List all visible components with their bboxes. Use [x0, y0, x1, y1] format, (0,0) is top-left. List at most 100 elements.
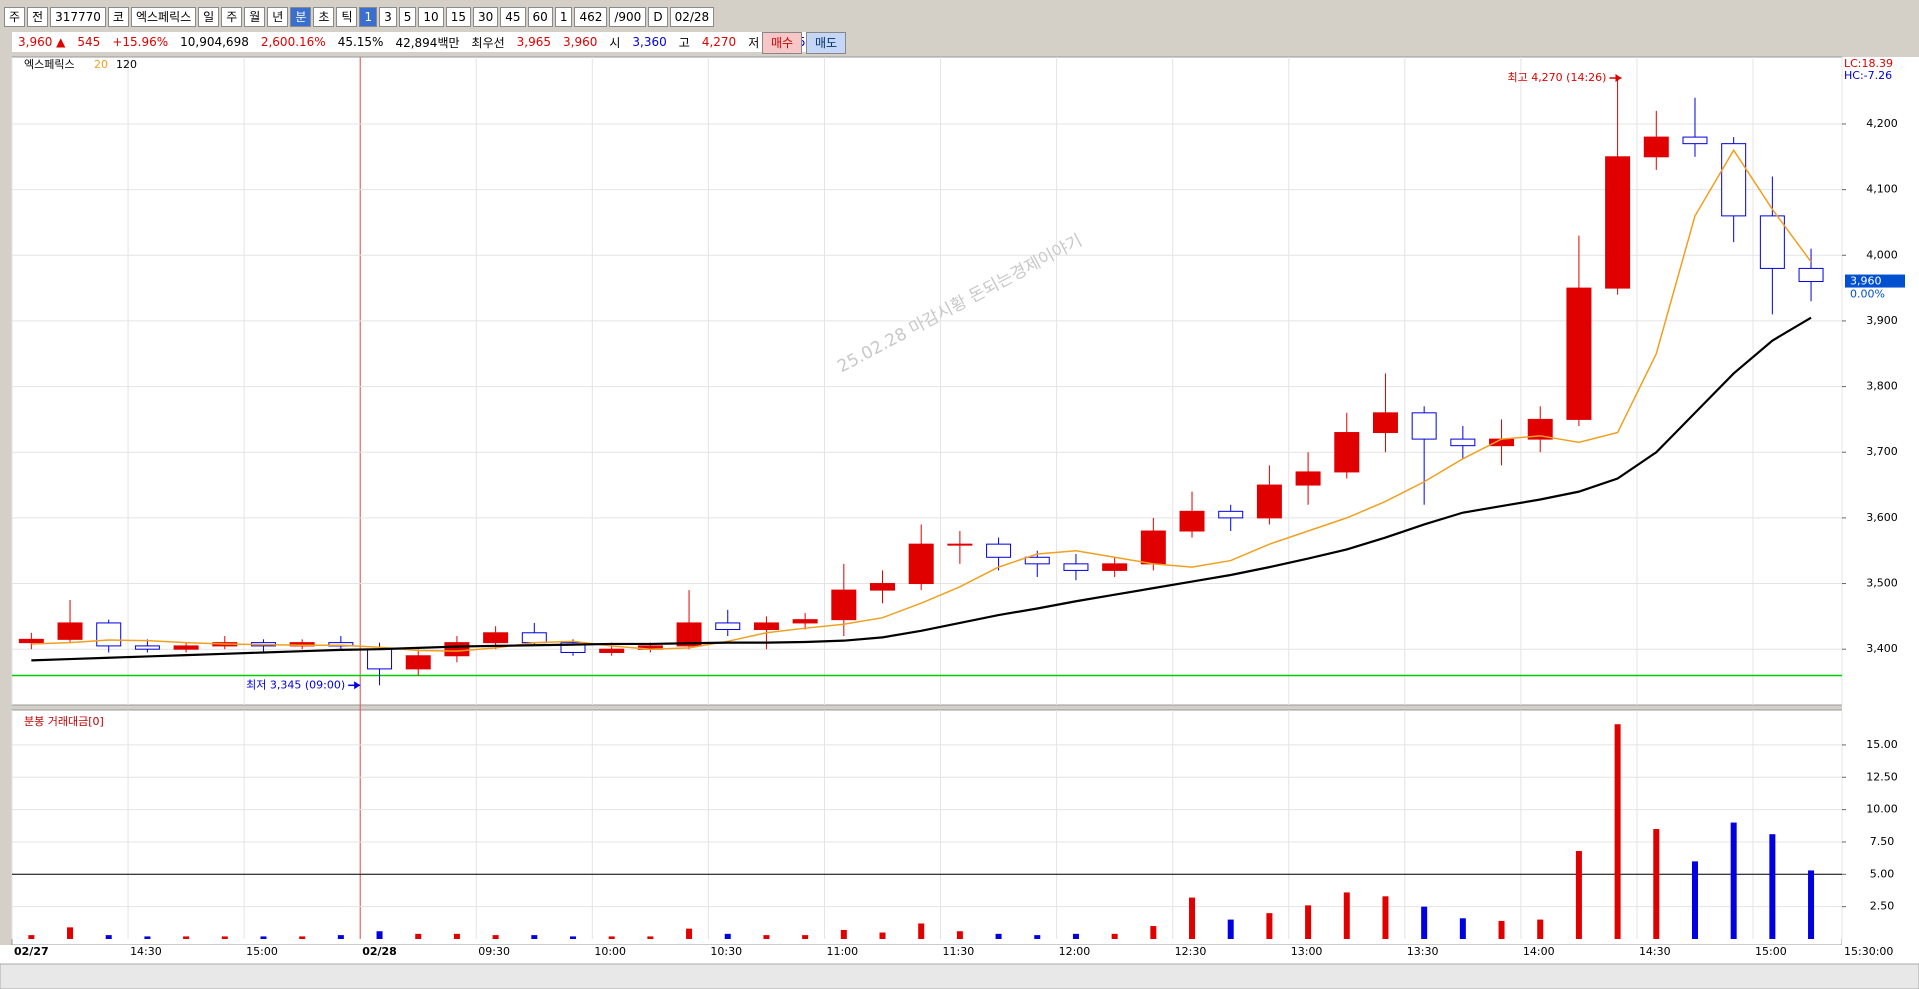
- info-item: 42,894백만: [395, 35, 460, 50]
- candle-body: [1102, 563, 1128, 571]
- moving-average: [31, 148, 1812, 652]
- candle-body: [1372, 412, 1398, 434]
- toolbar-item[interactable]: D: [648, 7, 668, 27]
- volume-bar: [1691, 861, 1698, 939]
- x-tick-label: 02/28: [362, 945, 397, 958]
- info-item: 시: [609, 35, 621, 50]
- x-tick-label: 13:00: [1291, 945, 1323, 958]
- volume-bar: [1034, 935, 1041, 939]
- candle-body: [1450, 438, 1476, 447]
- toolbar-item[interactable]: 45: [500, 7, 526, 27]
- toolbar-item[interactable]: 1: [554, 7, 573, 27]
- toolbar-item[interactable]: 분: [290, 7, 312, 27]
- toolbar-item[interactable]: 초: [313, 7, 335, 27]
- volume-bar: [1459, 918, 1466, 939]
- candle-body: [1295, 471, 1321, 486]
- annotation: 최저 3,345 (09:00): [246, 678, 345, 691]
- toolbar-item[interactable]: 엑스페릭스: [130, 7, 197, 27]
- candle-body: [483, 632, 509, 644]
- candle-body: [1527, 418, 1553, 440]
- volume-bar: [1498, 920, 1505, 939]
- volume-panel: [11, 709, 1843, 946]
- y-tick-label: 3,500: [1866, 577, 1898, 590]
- y-tick-label: 2.50: [1870, 900, 1895, 913]
- volume-bar: [492, 935, 499, 939]
- info-item: 3,965: [516, 35, 552, 49]
- volume-bar: [376, 931, 383, 939]
- toolbar-item[interactable]: 주: [221, 7, 243, 27]
- toolbar-item[interactable]: 년: [267, 7, 289, 27]
- toolbar-item[interactable]: 60: [527, 7, 553, 27]
- sell-button[interactable]: 매도: [806, 32, 846, 54]
- volume-bar: [67, 927, 74, 939]
- buy-button[interactable]: 매수: [762, 32, 802, 54]
- toolbar-item[interactable]: 3: [379, 7, 397, 27]
- volume-bar: [802, 935, 809, 939]
- volume-bar: [763, 935, 770, 939]
- candle-body: [1024, 556, 1050, 565]
- candle-body: [986, 543, 1012, 558]
- toolbar-item[interactable]: 일: [198, 7, 220, 27]
- candle-body: [1489, 438, 1515, 447]
- toolbar-item[interactable]: 30: [472, 7, 499, 27]
- toolbar-item[interactable]: 주: [4, 7, 26, 27]
- toolbar-item[interactable]: 317770: [50, 7, 106, 27]
- scrollbar[interactable]: [0, 963, 1919, 989]
- info-item: 2,600.16%: [260, 35, 326, 49]
- info-item: 최우선: [471, 35, 505, 50]
- volume-bar: [28, 935, 35, 939]
- y-tick-label: 4,200: [1866, 117, 1898, 130]
- toolbar-item[interactable]: 10: [418, 7, 444, 27]
- candle-body: [96, 622, 122, 647]
- x-tick-label: 14:30: [1639, 945, 1671, 958]
- toolbar-item[interactable]: 전: [27, 7, 49, 27]
- toolbar-item[interactable]: 02/28: [669, 7, 715, 27]
- info-item: 저: [748, 35, 760, 50]
- toolbar-item[interactable]: 틱: [336, 7, 358, 27]
- x-tick-label: 10:00: [594, 945, 626, 958]
- volume-bar: [1343, 892, 1350, 939]
- toolbar-item[interactable]: 462: [574, 7, 608, 27]
- x-tick-label: 13:30: [1407, 945, 1439, 958]
- volume-bar: [1072, 933, 1079, 939]
- toolbar-item[interactable]: /900: [609, 7, 647, 27]
- volume-bar: [1575, 851, 1582, 939]
- x-tick-label: 12:00: [1059, 945, 1091, 958]
- toolbar-item[interactable]: 코: [107, 7, 129, 27]
- volume-bar: [995, 933, 1002, 939]
- x-tick-label: 11:00: [826, 945, 858, 958]
- volume-bar: [1382, 896, 1389, 939]
- volume-bar: [1614, 724, 1621, 939]
- moving-average: [31, 316, 1812, 662]
- candle-body: [1682, 136, 1708, 145]
- last-price-label: 3,960: [1850, 275, 1882, 288]
- candle-body: [560, 642, 586, 653]
- info-item: 3,360: [632, 35, 667, 49]
- volume-bar: [1266, 913, 1273, 939]
- x-tick-label: 15:00: [246, 945, 278, 958]
- toolbar-item[interactable]: 5: [398, 7, 417, 27]
- candle-body: [1759, 215, 1785, 269]
- side-label: LC:18.39: [1844, 57, 1893, 70]
- volume-bar: [1111, 933, 1118, 939]
- volume-bar: [260, 936, 267, 939]
- info-item: 10,904,698: [180, 35, 249, 49]
- y-tick-label: 3,900: [1866, 314, 1898, 327]
- volume-bar: [608, 936, 615, 939]
- toolbar-item[interactable]: 1: [359, 7, 378, 27]
- volume-bar: [1189, 897, 1196, 939]
- x-tick-label: 14:30: [130, 945, 162, 958]
- volume-bar: [840, 929, 847, 939]
- candle-body: [908, 543, 934, 585]
- annotation-arrowhead: [354, 681, 361, 690]
- candle-body: [1411, 412, 1437, 440]
- toolbar-item[interactable]: 월: [244, 7, 266, 27]
- volume-bar: [183, 936, 190, 939]
- chart-area: 02/27 14:30 15:00 02/28 09:30 10:00 10:30 11:00…: [0, 56, 1919, 989]
- candle-body: [831, 589, 857, 621]
- candle-body: [1140, 530, 1166, 565]
- toolbar-item[interactable]: 15: [445, 7, 471, 27]
- volume-bar: [1150, 926, 1157, 939]
- candle-body: [444, 642, 470, 657]
